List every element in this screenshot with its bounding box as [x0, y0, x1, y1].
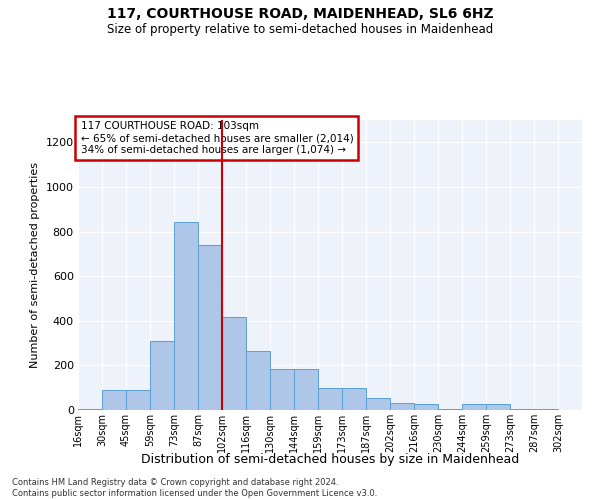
Bar — [510, 409, 534, 410]
Bar — [294, 368, 318, 410]
Bar — [126, 390, 150, 410]
Bar — [198, 245, 222, 410]
Bar — [366, 398, 390, 410]
Text: Size of property relative to semi-detached houses in Maidenhead: Size of property relative to semi-detach… — [107, 22, 493, 36]
Text: 117, COURTHOUSE ROAD, MAIDENHEAD, SL6 6HZ: 117, COURTHOUSE ROAD, MAIDENHEAD, SL6 6H… — [107, 8, 493, 22]
Bar — [414, 404, 438, 410]
Text: Distribution of semi-detached houses by size in Maidenhead: Distribution of semi-detached houses by … — [141, 452, 519, 466]
Bar — [270, 368, 294, 410]
Y-axis label: Number of semi-detached properties: Number of semi-detached properties — [30, 162, 40, 368]
Bar — [78, 409, 102, 410]
Bar — [150, 341, 174, 410]
Bar — [438, 409, 462, 410]
Bar — [102, 390, 126, 410]
Bar — [342, 388, 366, 410]
Bar — [222, 318, 246, 410]
Bar — [486, 404, 510, 410]
Bar — [390, 404, 414, 410]
Bar — [534, 409, 558, 410]
Text: Contains HM Land Registry data © Crown copyright and database right 2024.
Contai: Contains HM Land Registry data © Crown c… — [12, 478, 377, 498]
Bar — [246, 351, 270, 410]
Bar — [174, 222, 198, 410]
Text: 117 COURTHOUSE ROAD: 103sqm
← 65% of semi-detached houses are smaller (2,014)
34: 117 COURTHOUSE ROAD: 103sqm ← 65% of sem… — [80, 122, 353, 154]
Bar — [462, 404, 486, 410]
Bar — [318, 388, 342, 410]
